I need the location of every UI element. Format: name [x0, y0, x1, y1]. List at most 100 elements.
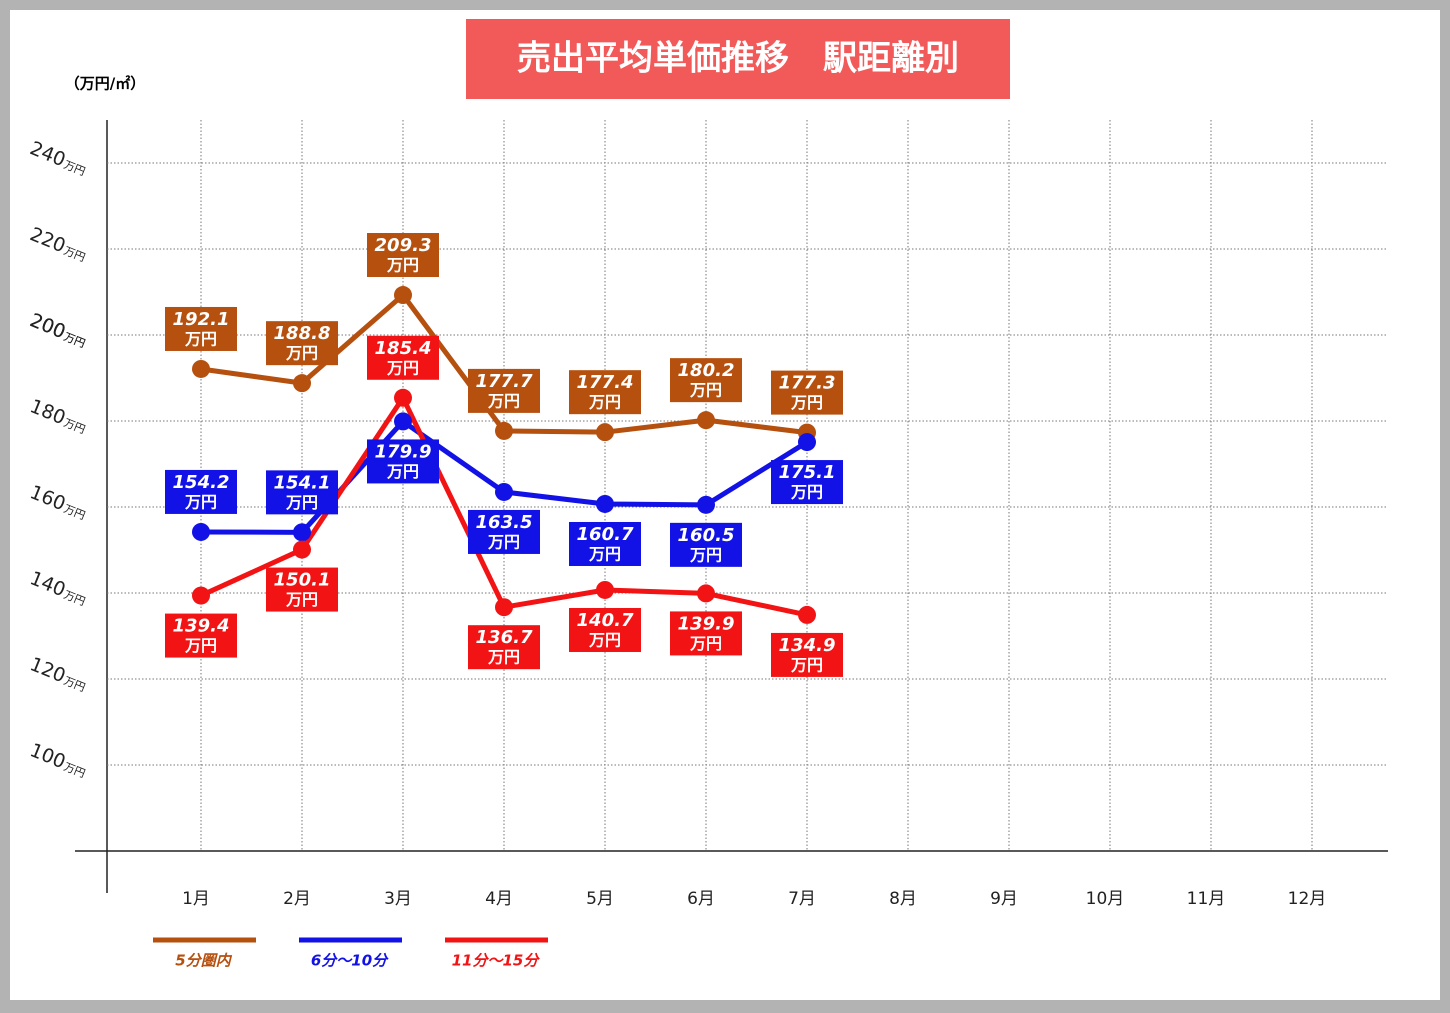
- data-label-unit: 万円: [285, 590, 318, 609]
- data-point: [192, 586, 210, 605]
- data-label: 134.9: [779, 635, 836, 656]
- data-point: [394, 412, 412, 431]
- data-label-unit: 万円: [487, 391, 520, 410]
- data-label-box: [165, 469, 237, 514]
- x-tick-label: 12月: [1288, 889, 1327, 909]
- data-label-unit: 万円: [487, 648, 520, 667]
- data-label-box: [367, 335, 439, 380]
- data-label-unit: 万円: [790, 483, 823, 502]
- data-point: [596, 423, 614, 442]
- data-label-box: [569, 607, 641, 652]
- x-tick-label: 11月: [1187, 889, 1226, 909]
- data-label-unit: 万円: [588, 544, 621, 563]
- data-point: [495, 482, 513, 501]
- data-label-box: [670, 358, 742, 403]
- data-point: [495, 598, 513, 617]
- x-tick-label: 7月: [788, 889, 816, 909]
- data-label: 150.1: [274, 570, 331, 591]
- data-label: 154.1: [274, 472, 331, 493]
- data-label: 139.9: [678, 613, 735, 634]
- data-label: 160.5: [678, 525, 735, 546]
- data-label-box: [468, 625, 540, 670]
- data-label: 140.7: [577, 610, 634, 631]
- data-label-unit: 万円: [184, 492, 217, 511]
- chart-title: 売出平均単価推移 駅距離別: [517, 39, 959, 79]
- frame: [10, 10, 1440, 1000]
- data-label-unit: 万円: [689, 545, 722, 564]
- x-tick-label: 3月: [384, 889, 412, 909]
- data-point: [697, 495, 715, 514]
- data-point: [697, 411, 715, 430]
- x-tick-label: 2月: [283, 889, 311, 909]
- data-label-box: [771, 370, 843, 415]
- data-point: [495, 421, 513, 440]
- data-label-box: [266, 470, 338, 515]
- data-label-box: [468, 368, 540, 413]
- data-label-unit: 万円: [689, 634, 722, 653]
- data-label: 136.7: [476, 627, 533, 648]
- data-label: 160.7: [577, 524, 634, 545]
- data-label-box: [367, 233, 439, 278]
- x-tick-label: 9月: [990, 889, 1018, 909]
- data-label-box: [367, 439, 439, 484]
- x-tick-label: 5月: [586, 889, 614, 909]
- data-label: 192.1: [173, 309, 230, 330]
- data-point: [293, 374, 311, 393]
- data-label-unit: 万円: [588, 630, 621, 649]
- data-label-unit: 万円: [184, 636, 217, 655]
- data-label-unit: 万円: [588, 393, 621, 412]
- legend-label: 6分～10分: [311, 952, 389, 970]
- data-label-box: [670, 522, 742, 567]
- data-label: 177.3: [779, 373, 836, 394]
- data-point: [798, 433, 816, 452]
- data-label-box: [266, 567, 338, 612]
- data-label-unit: 万円: [386, 256, 419, 275]
- data-label-unit: 万円: [285, 344, 318, 363]
- data-label-box: [266, 321, 338, 366]
- data-label: 139.4: [173, 616, 230, 637]
- data-label-unit: 万円: [184, 329, 217, 348]
- legend-label: 5分圏内: [175, 952, 232, 970]
- data-label-unit: 万円: [790, 393, 823, 412]
- data-point: [293, 540, 311, 559]
- x-tick-label: 8月: [889, 889, 917, 909]
- data-label-unit: 万円: [689, 381, 722, 400]
- data-label-box: [569, 521, 641, 566]
- x-tick-label: 10月: [1086, 889, 1125, 909]
- data-label-box: [670, 611, 742, 656]
- data-label-box: [771, 632, 843, 677]
- data-label: 177.4: [577, 372, 634, 393]
- data-label-box: [468, 509, 540, 554]
- data-point: [697, 584, 715, 603]
- data-label: 154.2: [173, 472, 230, 493]
- data-label-unit: 万円: [386, 462, 419, 481]
- data-label: 188.8: [274, 323, 331, 344]
- x-tick-label: 1月: [182, 889, 210, 909]
- data-point: [596, 494, 614, 513]
- data-point: [192, 359, 210, 378]
- data-label: 209.3: [375, 235, 432, 256]
- data-label-unit: 万円: [487, 532, 520, 551]
- x-tick-label: 6月: [687, 889, 715, 909]
- data-label-unit: 万円: [285, 493, 318, 512]
- data-label: 177.7: [476, 371, 533, 392]
- data-label-box: [569, 370, 641, 415]
- data-label-box: [165, 613, 237, 658]
- data-label-unit: 万円: [386, 358, 419, 377]
- data-label: 180.2: [678, 360, 735, 381]
- legend-label: 11分～15分: [452, 952, 541, 970]
- data-label: 179.9: [375, 441, 432, 462]
- data-label-box: [771, 460, 843, 505]
- data-label: 163.5: [476, 512, 533, 533]
- data-point: [596, 580, 614, 599]
- data-point: [798, 605, 816, 624]
- data-point: [394, 286, 412, 305]
- data-label: 185.4: [375, 338, 432, 359]
- data-point: [192, 522, 210, 541]
- data-label-box: [165, 306, 237, 351]
- data-label-unit: 万円: [790, 655, 823, 674]
- y-unit-label: （万円/㎡）: [65, 75, 145, 93]
- data-label: 175.1: [779, 462, 836, 483]
